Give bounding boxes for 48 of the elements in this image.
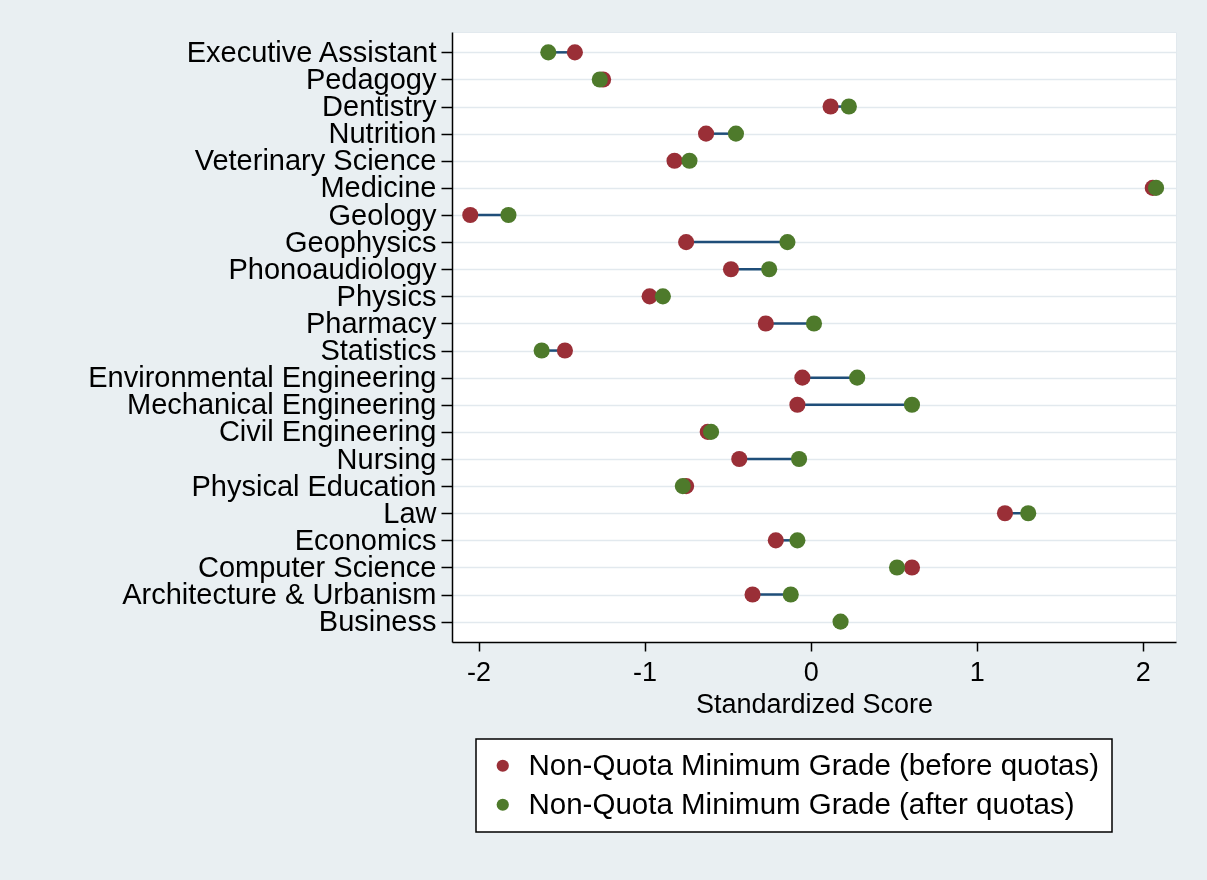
point xyxy=(744,586,761,603)
point xyxy=(674,478,691,495)
point xyxy=(1020,505,1037,522)
point xyxy=(678,234,695,251)
point xyxy=(903,559,921,576)
point xyxy=(727,125,745,142)
point xyxy=(533,342,550,359)
point xyxy=(462,206,479,224)
point xyxy=(888,559,906,576)
point xyxy=(782,586,799,603)
point xyxy=(500,206,517,224)
point xyxy=(702,423,720,440)
x-tick-label: -2 xyxy=(467,656,492,687)
point xyxy=(1148,179,1165,196)
point xyxy=(681,152,698,169)
point xyxy=(849,369,866,386)
point xyxy=(790,450,808,468)
x-tick-label: 2 xyxy=(1135,656,1151,687)
point xyxy=(779,234,796,251)
y-tick-label: Business xyxy=(318,605,437,638)
point xyxy=(757,315,774,332)
point xyxy=(666,152,683,169)
point xyxy=(761,261,778,278)
legend-label: Non-Quota Minimum Grade (before quotas) xyxy=(528,747,1100,781)
point xyxy=(767,532,784,549)
point xyxy=(698,125,715,142)
point xyxy=(832,613,849,630)
point xyxy=(822,98,839,115)
x-tick-label: 1 xyxy=(969,656,985,687)
point xyxy=(566,44,583,61)
point xyxy=(556,342,573,359)
point xyxy=(722,261,740,278)
x-tick-label: -1 xyxy=(633,656,658,687)
point xyxy=(654,288,671,305)
point xyxy=(540,44,557,61)
point xyxy=(731,450,748,468)
point xyxy=(805,315,823,332)
point xyxy=(789,532,806,549)
point xyxy=(591,71,608,88)
point xyxy=(903,396,921,413)
y-tick-label: Medicine xyxy=(320,171,437,204)
point xyxy=(794,369,811,386)
legend-label: Non-Quota Minimum Grade (after quotas) xyxy=(528,786,1075,820)
x-tick-label: 0 xyxy=(803,656,819,687)
point xyxy=(789,396,806,413)
point xyxy=(840,98,857,115)
point xyxy=(996,505,1014,522)
x-axis-title: Standardized Score xyxy=(695,688,934,719)
